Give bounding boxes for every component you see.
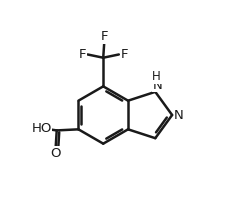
Text: H: H	[151, 71, 160, 84]
Text: O: O	[50, 147, 61, 160]
Text: HO: HO	[31, 122, 52, 135]
Text: F: F	[100, 30, 108, 43]
Text: N: N	[173, 108, 183, 122]
Text: F: F	[78, 48, 86, 61]
Text: N: N	[152, 79, 162, 92]
Text: F: F	[120, 48, 128, 61]
